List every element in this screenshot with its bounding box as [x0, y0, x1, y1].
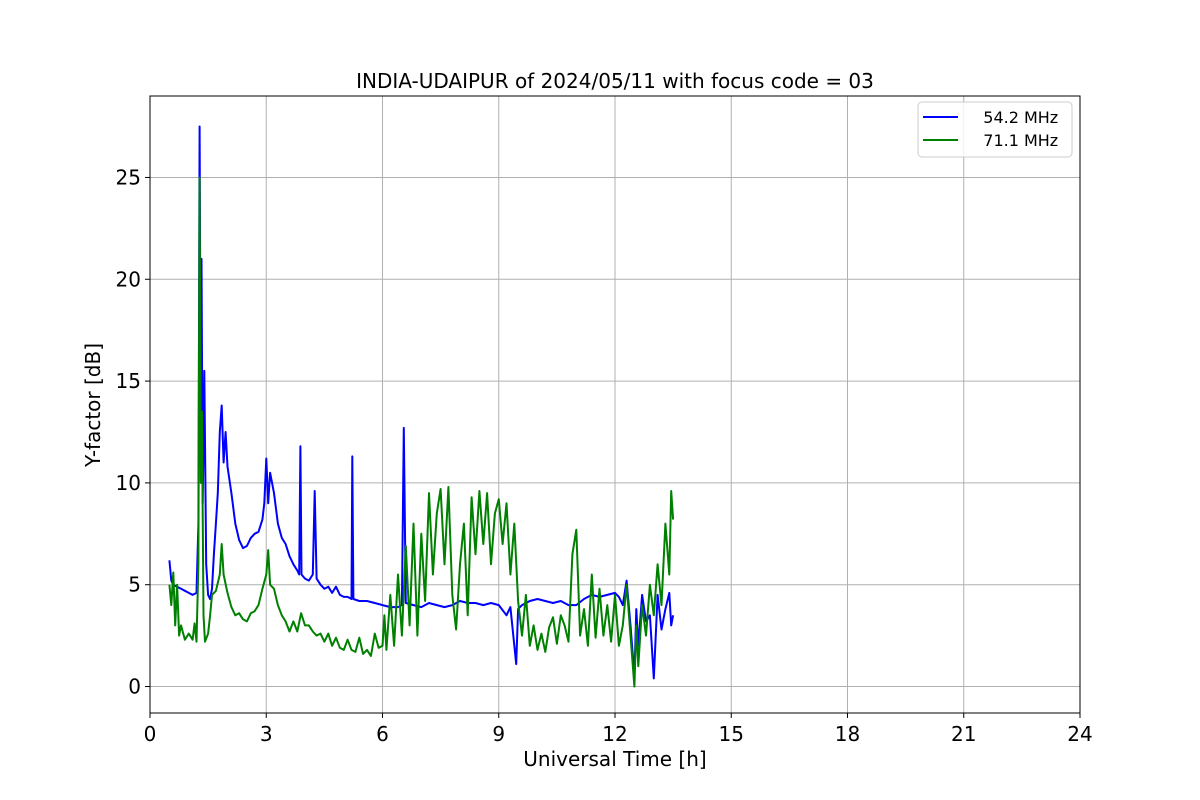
- x-tick-label: 6: [376, 722, 389, 746]
- y-axis-ticks: 0 5 10 15 20 25: [116, 165, 150, 699]
- legend-frame: [917, 101, 1073, 158]
- x-axis-label: Universal Time [h]: [523, 747, 706, 771]
- legend: 54.2 MHz 71.1 MHz: [917, 101, 1073, 158]
- x-tick-label: 21: [951, 722, 976, 746]
- x-tick-label: 12: [602, 722, 627, 746]
- y-tick-label: 10: [116, 471, 141, 495]
- series-lines: [168, 125, 675, 688]
- legend-label-1: 54.2 MHz: [968, 108, 1058, 127]
- x-tick-label: 18: [835, 722, 860, 746]
- x-axis-ticks: 0 3 6 9 12 15 18 21 24: [144, 713, 1093, 746]
- chart-title: INDIA-UDAIPUR of 2024/05/11 with focus c…: [356, 69, 874, 93]
- x-tick-label: 24: [1067, 722, 1092, 746]
- legend-label-2: 71.1 MHz: [968, 131, 1058, 150]
- x-tick-label: 15: [719, 722, 744, 746]
- y-tick-label: 15: [116, 369, 141, 393]
- y-tick-label: 0: [128, 675, 141, 699]
- x-tick-label: 9: [492, 722, 505, 746]
- y-tick-label: 20: [116, 267, 141, 291]
- x-tick-label: 0: [144, 722, 157, 746]
- y-tick-label: 25: [116, 165, 141, 189]
- x-tick-label: 3: [260, 722, 273, 746]
- y-tick-label: 5: [128, 573, 141, 597]
- y-axis-label: Y-factor [dB]: [81, 343, 105, 468]
- series-line-1: [168, 125, 675, 680]
- series-line-2: [168, 176, 675, 688]
